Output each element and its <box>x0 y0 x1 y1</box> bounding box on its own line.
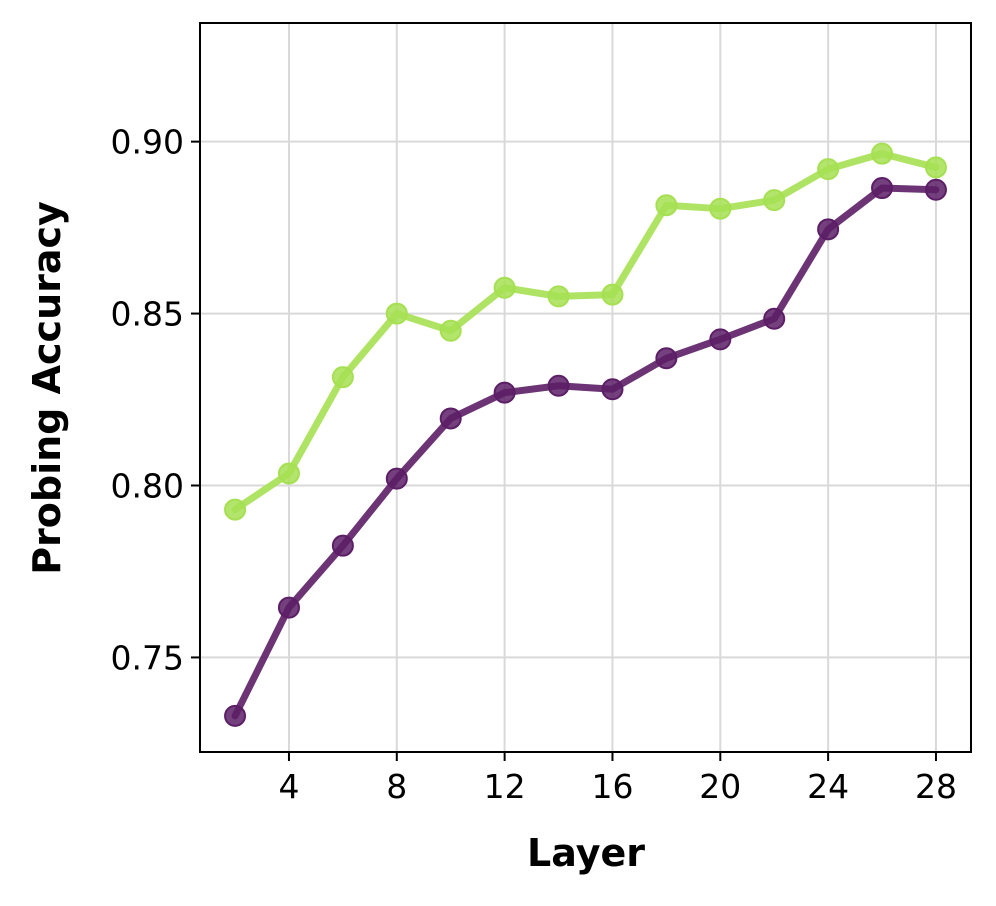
x-tick-label: 20 <box>699 767 741 806</box>
x-axis-label: Layer <box>527 831 645 875</box>
data-point <box>331 534 354 557</box>
data-point <box>277 462 300 485</box>
y-axis-label: Probing Accuracy <box>25 201 69 575</box>
data-point <box>224 498 247 521</box>
x-tick-label: 28 <box>915 767 957 806</box>
data-point <box>763 307 786 330</box>
data-point <box>277 596 300 619</box>
data-point <box>924 156 947 179</box>
data-point <box>709 197 732 220</box>
series-line <box>231 184 940 720</box>
data-point <box>655 347 678 370</box>
data-point <box>763 189 786 212</box>
data-point <box>924 178 947 201</box>
data-point <box>385 467 408 490</box>
data-point <box>817 218 840 241</box>
y-tick-label: 0.75 <box>111 638 184 677</box>
data-point <box>331 366 354 389</box>
data-point <box>493 381 516 404</box>
data-point <box>439 319 462 342</box>
data-point <box>871 177 894 200</box>
series-line <box>231 150 940 514</box>
series-layer <box>224 142 947 727</box>
data-point <box>439 407 462 430</box>
x-tick-label: 16 <box>591 767 633 806</box>
data-point <box>547 374 570 397</box>
grid <box>200 23 971 752</box>
data-point <box>601 283 624 306</box>
y-tick-label: 0.85 <box>111 295 184 334</box>
x-tick-label: 24 <box>807 767 849 806</box>
y-tick-label: 0.90 <box>111 123 184 162</box>
x-tick-label: 12 <box>484 767 526 806</box>
y-tick-label: 0.80 <box>111 467 184 506</box>
series-2 <box>224 177 947 727</box>
plot-frame <box>199 22 972 753</box>
data-point <box>547 285 570 308</box>
series-1 <box>224 142 947 521</box>
data-point <box>817 158 840 181</box>
data-point <box>385 302 408 325</box>
data-point <box>493 276 516 299</box>
x-tick-label: 8 <box>386 767 407 806</box>
data-point <box>709 328 732 351</box>
data-point <box>871 142 894 165</box>
data-point <box>224 704 247 727</box>
data-point <box>601 378 624 401</box>
ticks: 4 8 12 16 20 24 28 0.75 0.80 0.85 0.90 <box>111 123 957 806</box>
x-tick-label: 4 <box>278 767 299 806</box>
data-point <box>655 194 678 217</box>
